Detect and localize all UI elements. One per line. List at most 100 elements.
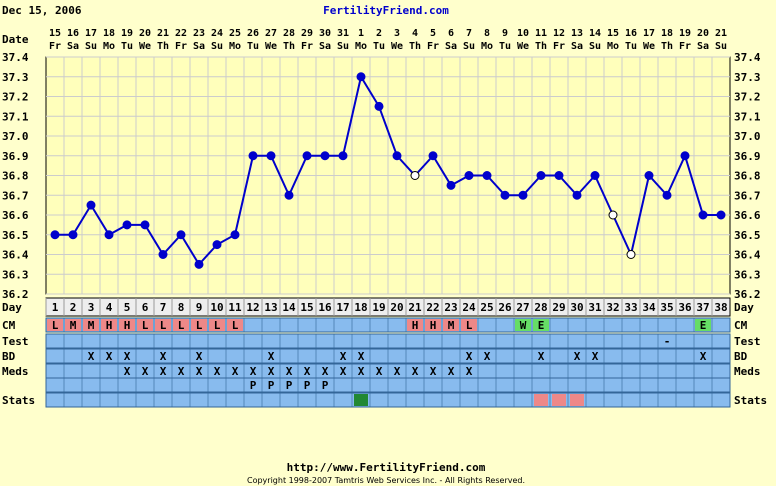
weekday-label: Mo [607, 41, 619, 52]
y-tick-label: 36.7 [2, 189, 29, 202]
cm-cell [425, 319, 441, 331]
stats-marker [552, 394, 566, 406]
bd-mark: X [538, 350, 545, 363]
y-tick-label: 37.4 [734, 51, 761, 64]
temperature-point [554, 171, 564, 180]
date-label: 10 [517, 28, 529, 39]
temperature-point [482, 171, 492, 180]
stats-marker [570, 394, 584, 406]
y-tick-label: 37.2 [734, 91, 761, 104]
temperature-point [194, 259, 204, 269]
cm-value: L [196, 319, 203, 332]
date-label: 20 [139, 28, 151, 39]
temperature-point [464, 171, 474, 180]
y-tick-label: 36.8 [2, 170, 29, 183]
meds-mark: X [286, 365, 293, 378]
weekday-label: Tu [625, 41, 637, 52]
day-number: 23 [444, 301, 457, 314]
meds-mark: X [232, 365, 239, 378]
temperature-point-open [626, 250, 636, 259]
y-tick-label: 36.8 [734, 170, 761, 183]
day-number: 11 [228, 301, 242, 314]
date-label: 11 [535, 28, 547, 39]
date-label: 6 [448, 28, 454, 39]
temperature-points [50, 72, 726, 269]
weekday-label: We [391, 41, 403, 52]
cm-cell [47, 319, 63, 331]
temperature-point [68, 230, 78, 240]
day-number: 37 [696, 301, 709, 314]
cm-value: M [70, 319, 77, 332]
date-label: 12 [553, 28, 565, 39]
temperature-point [320, 151, 330, 161]
weekday-label: Mo [103, 41, 115, 52]
cm-value: L [52, 319, 59, 332]
date-label: 7 [466, 28, 472, 39]
cm-cell [533, 319, 549, 331]
day-number: 15 [300, 301, 313, 314]
day-number: 6 [142, 301, 149, 314]
cm-value: L [142, 319, 149, 332]
weekday-label: We [265, 41, 277, 52]
weekday-label: Tu [121, 41, 133, 52]
day-number: 36 [678, 301, 692, 314]
date-label: 9 [502, 28, 508, 39]
temperature-point [590, 171, 600, 180]
weekday-label: Su [211, 41, 223, 52]
date-label: 27 [265, 28, 277, 39]
temperature-point [104, 230, 114, 240]
weekday-label: Su [715, 41, 727, 52]
temperature-point [86, 200, 96, 210]
weekday-label: Mo [355, 41, 367, 52]
meds-mark: X [196, 365, 203, 378]
chart-date: Dec 15, 2006 [2, 4, 82, 17]
cm-value: H [430, 319, 437, 332]
date-label: 26 [247, 28, 259, 39]
date-label: 15 [607, 28, 619, 39]
date-label: 21 [715, 28, 727, 39]
cm-cell [101, 319, 117, 331]
cm-value: H [106, 319, 113, 332]
site-title[interactable]: FertilityFriend.com [323, 4, 449, 17]
row-labels: CM CM Test Test BD BD Meds Meds Stats Stats Day Day [2, 301, 767, 407]
date-labels: 15Fr16Sa17Su18Mo19Tu20We21Th22Fr23Sa24Su… [49, 28, 727, 52]
weekday-label: Mo [481, 41, 493, 52]
cm-cell [137, 319, 153, 331]
date-label: 17 [643, 28, 655, 39]
temperature-point [176, 230, 186, 240]
copyright-text: Copyright 1998-2007 Tamtris Web Services… [247, 476, 525, 485]
temperature-point-open [608, 210, 618, 220]
date-label: 19 [121, 28, 133, 39]
day-number: 4 [106, 301, 113, 314]
cm-value: W [520, 319, 527, 332]
meds-mark: X [322, 365, 329, 378]
weekday-label: Fr [49, 41, 61, 52]
temperature-point [518, 190, 528, 200]
cm-cell [119, 319, 135, 331]
cm-cell [155, 319, 171, 331]
day-number: 9 [196, 301, 203, 314]
bd-mark: X [592, 350, 599, 363]
weekday-label: Fr [679, 41, 691, 52]
meds-mark: X [376, 365, 383, 378]
weekday-label: Th [157, 41, 169, 52]
footer-url[interactable]: http://www.FertilityFriend.com [287, 461, 486, 474]
date-label: 30 [319, 28, 331, 39]
date-label: 14 [589, 28, 601, 39]
day-number: 16 [318, 301, 332, 314]
extra-mark: P [304, 379, 311, 392]
meds-mark: X [430, 365, 437, 378]
y-tick-label: 37.1 [734, 110, 761, 123]
cm-value: H [124, 319, 131, 332]
meds-mark: X [466, 365, 473, 378]
meds-mark: X [358, 365, 365, 378]
temperature-point [302, 151, 312, 161]
cm-cell [227, 319, 243, 331]
extra-mark: P [250, 379, 257, 392]
day-number: 1 [52, 301, 59, 314]
weekday-label: Su [463, 41, 475, 52]
weekday-label: Su [337, 41, 349, 52]
meds-mark: X [448, 365, 455, 378]
day-number: 30 [570, 301, 583, 314]
temperature-point [716, 210, 726, 220]
